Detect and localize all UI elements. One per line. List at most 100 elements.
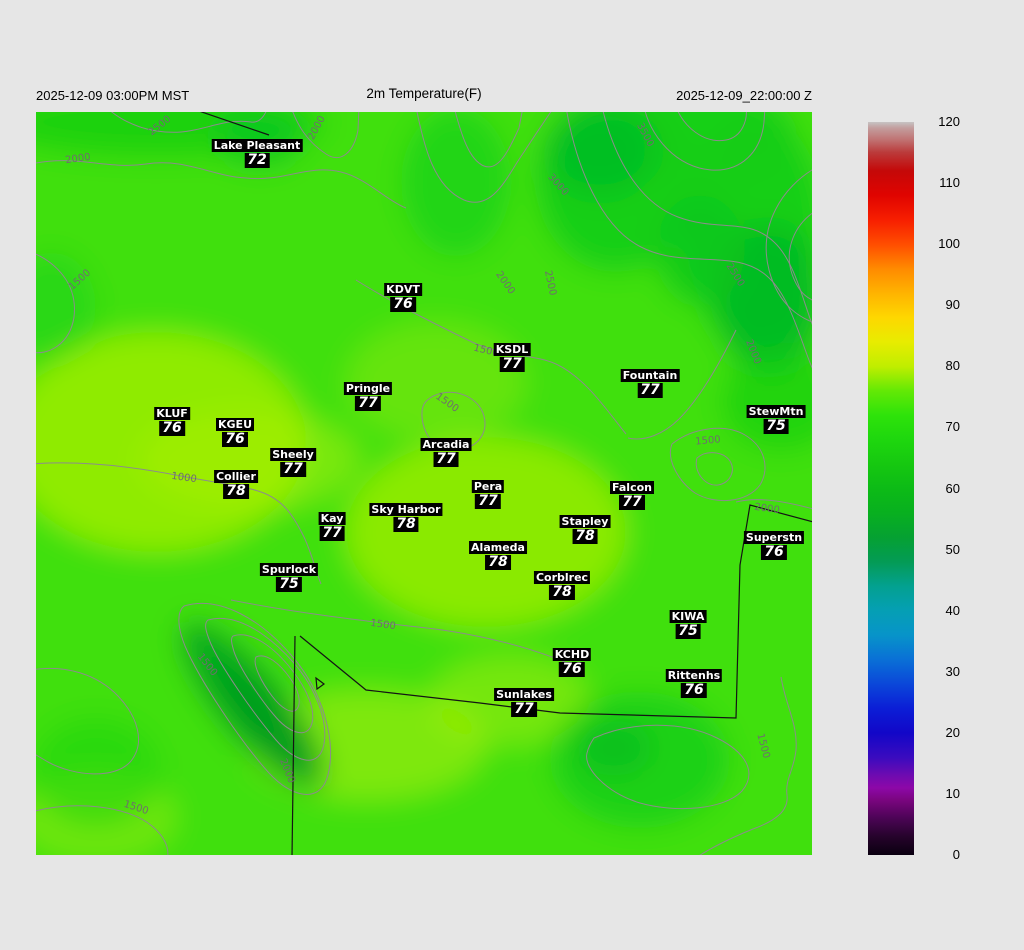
colorbar-tick-80: 80 <box>945 358 960 374</box>
contour-label: 2500 <box>541 269 559 297</box>
station-value: 76 <box>559 662 585 677</box>
station-value: 72 <box>244 153 270 168</box>
station-kay: Kay 77 <box>318 512 346 541</box>
station-superstn: Superstn 76 <box>743 531 805 560</box>
elevation-contours <box>36 112 812 855</box>
station-arcadia: Arcadia 77 <box>420 438 472 467</box>
station-kluf: KLUF 76 <box>154 407 190 436</box>
station-name: Corblrec <box>533 571 591 584</box>
station-value: 76 <box>159 421 185 436</box>
station-collier: Collier 78 <box>214 470 258 499</box>
station-name: Rittenhs <box>665 669 723 682</box>
station-corblrec: Corblrec 78 <box>533 571 591 600</box>
station-name: StewMtn <box>746 405 806 418</box>
station-kgeu: KGEU 76 <box>216 418 254 447</box>
station-stapley: Stapley 78 <box>559 515 611 544</box>
station-value: 76 <box>681 683 707 698</box>
station-name: KCHD <box>552 648 592 661</box>
colorbar-tick-40: 40 <box>945 602 960 618</box>
contour-label: 2000 <box>277 757 297 785</box>
station-name: KDVT <box>384 283 422 296</box>
contour-label: 3000 <box>545 171 571 199</box>
station-value: 77 <box>619 495 645 510</box>
station-name: Collier <box>214 470 258 483</box>
station-value: 78 <box>572 529 598 544</box>
station-overlay: 2500 2000 2000 3500 3000 2000 2500 2500 2000 1500… <box>36 112 812 855</box>
colorbar-tick-20: 20 <box>945 724 960 740</box>
station-name: Kay <box>318 512 346 525</box>
station-name: Pringle <box>343 382 393 395</box>
contour-label: 2000 <box>753 501 781 517</box>
temperature-map: 2500 2000 2000 3500 3000 2000 2500 2500 2000 1500… <box>36 112 812 855</box>
station-stewmtn: StewMtn 75 <box>746 405 806 434</box>
station-value: 77 <box>499 357 525 372</box>
station-value: 77 <box>280 462 306 477</box>
colorbar-tick-70: 70 <box>945 419 960 435</box>
contour-label: 2000 <box>64 151 92 167</box>
station-name: Fountain <box>620 369 680 382</box>
boundary-lines <box>199 112 812 855</box>
page-title: 2m Temperature(F) <box>366 86 482 101</box>
contour-label: 2000 <box>743 338 763 366</box>
station-value: 75 <box>675 624 701 639</box>
station-value: 77 <box>511 702 537 717</box>
station-value: 78 <box>393 517 419 532</box>
station-falcon: Falcon 77 <box>610 481 654 510</box>
colorbar-tick-110: 110 <box>939 175 960 191</box>
contour-label: 3500 <box>634 121 656 149</box>
valid-time-utc: 2025-12-09_22:00:00 Z <box>676 88 812 103</box>
station-sky-harbor: Sky Harbor 78 <box>369 503 443 532</box>
station-name: Pera <box>471 480 505 493</box>
contour-label: 2000 <box>306 114 328 142</box>
contour-label: 1500 <box>194 651 220 679</box>
station-value: 75 <box>276 577 302 592</box>
colorbar <box>868 122 914 855</box>
contour-label: 1500 <box>433 391 461 415</box>
station-kdvt: KDVT 76 <box>384 283 422 312</box>
station-value: 76 <box>222 432 248 447</box>
station-value: 78 <box>485 555 511 570</box>
station-sunlakes: Sunlakes 77 <box>494 688 554 717</box>
station-name: Sunlakes <box>494 688 554 701</box>
station-spurlock: Spurlock 75 <box>259 563 319 592</box>
contour-label: 1500 <box>122 798 150 818</box>
colorbar-tick-10: 10 <box>945 785 960 801</box>
colorbar-tick-30: 30 <box>945 663 960 679</box>
contour-label: 1500 <box>369 617 397 633</box>
station-kchd: KCHD 76 <box>552 648 592 677</box>
station-name: KSDL <box>493 343 531 356</box>
station-alameda: Alameda 78 <box>469 541 527 570</box>
station-value: 78 <box>223 484 249 499</box>
station-value: 75 <box>763 419 789 434</box>
station-name: Sheely <box>270 448 316 461</box>
station-value: 78 <box>549 585 575 600</box>
colorbar-tick-0: 0 <box>952 847 960 862</box>
station-name: Spurlock <box>259 563 319 576</box>
station-value: 77 <box>433 452 459 467</box>
station-name: Alameda <box>469 541 527 554</box>
contour-label: 2500 <box>146 113 174 139</box>
station-name: Lake Pleasant <box>211 139 303 152</box>
station-value: 77 <box>475 494 501 509</box>
contour-label: 2500 <box>723 261 747 289</box>
colorbar-tick-120: 120 <box>938 114 960 129</box>
station-ksdl: KSDL 77 <box>493 343 531 372</box>
contour-label: 1500 <box>754 732 772 760</box>
colorbar-tick-60: 60 <box>945 480 960 496</box>
colorbar-tick-50: 50 <box>945 541 960 557</box>
station-name: Arcadia <box>420 438 472 451</box>
contour-label: 1500 <box>694 434 722 448</box>
station-fountain: Fountain 77 <box>620 369 680 398</box>
station-name: KLUF <box>154 407 190 420</box>
colorbar-ticks: 120 110 100 90 80 70 60 50 40 30 20 10 0 <box>926 114 966 862</box>
station-sheely: Sheely 77 <box>270 448 316 477</box>
station-rittenhs: Rittenhs 76 <box>665 669 723 698</box>
valid-time-local: 2025-12-09 03:00PM MST <box>36 88 190 103</box>
colorbar-tick-90: 90 <box>945 297 960 313</box>
station-value: 76 <box>390 297 416 312</box>
contour-label: 1500 <box>66 267 94 293</box>
contour-label: 1000 <box>170 470 198 486</box>
station-value: 77 <box>637 383 663 398</box>
station-name: Superstn <box>743 531 805 544</box>
station-name: KGEU <box>216 418 254 431</box>
